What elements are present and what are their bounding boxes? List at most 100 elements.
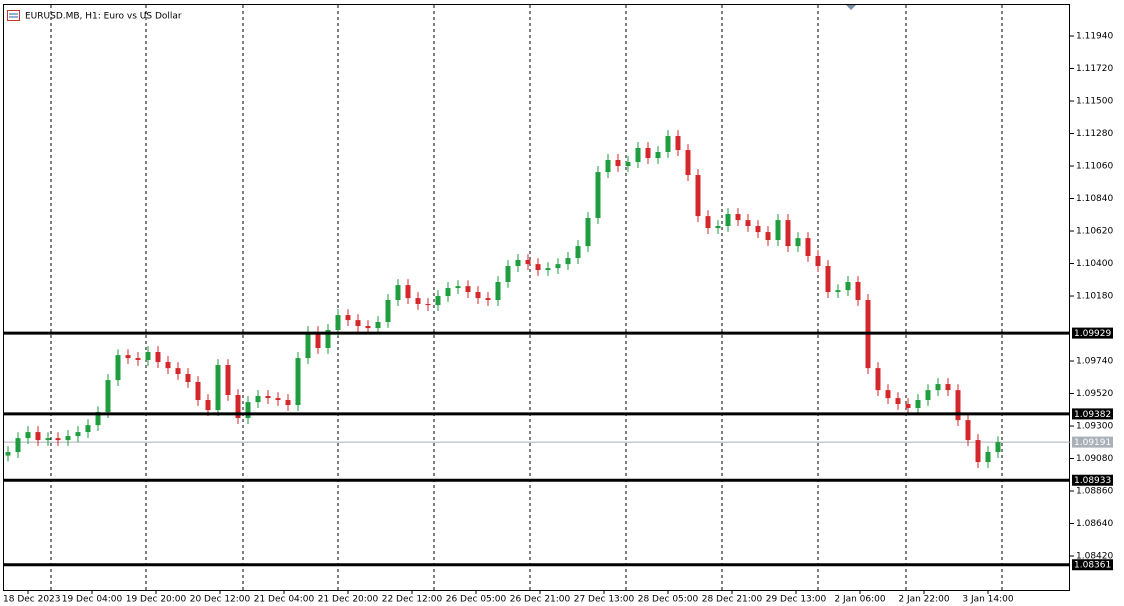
- x-tick-label: 2 Jan 06:00: [834, 595, 886, 605]
- x-tick-label: 26 Dec 05:00: [446, 595, 507, 605]
- candle-body: [405, 285, 411, 299]
- candle-body: [105, 380, 111, 413]
- candle-body: [315, 332, 321, 349]
- candle-body: [215, 365, 221, 411]
- candle-body: [35, 432, 41, 441]
- candle-body: [665, 136, 671, 152]
- y-tick-label: 1.10840: [1076, 194, 1113, 204]
- candle-body: [795, 238, 801, 247]
- candle-body: [945, 384, 951, 391]
- candle-body: [615, 159, 621, 167]
- candle-body: [585, 218, 591, 247]
- candle-body: [165, 362, 171, 369]
- level-label-box: [1072, 559, 1113, 571]
- candle-body: [515, 259, 521, 267]
- candle-body: [265, 396, 271, 399]
- candle-body: [695, 175, 701, 217]
- y-tick-label: 1.09080: [1076, 454, 1113, 464]
- x-tick-label: 19 Dec 04:00: [62, 595, 123, 605]
- candle-body: [395, 285, 401, 301]
- candle-body: [455, 286, 461, 289]
- candle-body: [465, 286, 471, 293]
- level-label-box: [1072, 474, 1113, 486]
- candle-body: [545, 268, 551, 271]
- candle-body: [915, 400, 921, 408]
- candle-body: [15, 438, 21, 453]
- candle-body: [745, 220, 751, 226]
- candle-body: [595, 172, 601, 219]
- candle-body: [245, 402, 251, 419]
- candle-body: [135, 358, 141, 360]
- candle-body: [155, 352, 161, 363]
- candle-body: [345, 315, 351, 321]
- candle-body: [895, 398, 901, 405]
- candle-body: [575, 246, 581, 259]
- y-tick-label: 1.11500: [1076, 97, 1113, 107]
- candle-body: [225, 365, 231, 395]
- candle-body: [285, 400, 291, 406]
- y-tick-label: 1.08640: [1076, 519, 1113, 529]
- candle-body: [95, 412, 101, 426]
- y-tick-label: 1.11720: [1076, 64, 1113, 74]
- candle-body: [535, 264, 541, 271]
- candle-body: [995, 442, 1001, 453]
- chart-title: EURUSD.MB, H1: Euro vs US Dollar: [25, 12, 182, 22]
- candle-body: [675, 136, 681, 151]
- candle-body: [485, 298, 491, 301]
- candle-body: [205, 400, 211, 411]
- x-tick-label: 3 Jan 14:00: [962, 595, 1014, 605]
- x-tick-label: 19 Dec 20:00: [126, 595, 187, 605]
- candle-body: [175, 368, 181, 375]
- candle-body: [565, 258, 571, 265]
- y-tick-label: 1.08420: [1076, 552, 1113, 562]
- candle-body: [655, 151, 661, 159]
- candle-body: [805, 238, 811, 256]
- shift-marker[interactable]: [846, 5, 856, 10]
- candle-body: [275, 398, 281, 401]
- x-tick-label: 21 Dec 04:00: [254, 595, 315, 605]
- candle-body: [835, 290, 841, 293]
- x-tick-label: 2 Jan 22:00: [898, 595, 950, 605]
- candle-body: [475, 292, 481, 299]
- x-tick-label: 29 Dec 13:00: [766, 595, 827, 605]
- candle-body: [255, 396, 261, 403]
- candle-body: [735, 214, 741, 221]
- candle-body: [755, 226, 761, 233]
- candle-body: [25, 432, 31, 439]
- x-tick-label: 26 Dec 21:00: [510, 595, 571, 605]
- candle-body: [55, 438, 61, 441]
- candle-body: [195, 382, 201, 401]
- candle-body: [125, 355, 131, 359]
- y-tick-label: 1.10180: [1076, 292, 1113, 302]
- candle-body: [855, 281, 861, 301]
- candle-body: [145, 352, 151, 360]
- level-label: 1.08933: [1074, 476, 1111, 486]
- candle-body: [955, 390, 961, 421]
- candle-body: [765, 232, 771, 241]
- candle-body: [75, 432, 81, 437]
- candle-body: [85, 425, 91, 433]
- candle-body: [45, 438, 51, 441]
- symbol-icon: [7, 10, 20, 21]
- candle-body: [445, 288, 451, 297]
- candle-body: [375, 322, 381, 329]
- candle-body: [305, 332, 311, 359]
- candle-body: [715, 226, 721, 229]
- candle-body: [355, 320, 361, 327]
- candle-body: [335, 315, 341, 330]
- x-tick-label: 22 Dec 12:00: [382, 595, 443, 605]
- candle-body: [385, 300, 391, 323]
- candle-body: [495, 281, 501, 301]
- candle-body: [825, 266, 831, 293]
- candle-body: [295, 358, 301, 406]
- candle-body: [925, 390, 931, 401]
- candle-body: [935, 384, 941, 391]
- candle-body: [605, 159, 611, 173]
- x-tick-label: 27 Dec 13:00: [574, 595, 635, 605]
- x-tick-label: 28 Dec 21:00: [702, 595, 763, 605]
- level-label-box: [1072, 408, 1113, 420]
- candle-body: [965, 420, 971, 441]
- icon-frame: [7, 10, 20, 21]
